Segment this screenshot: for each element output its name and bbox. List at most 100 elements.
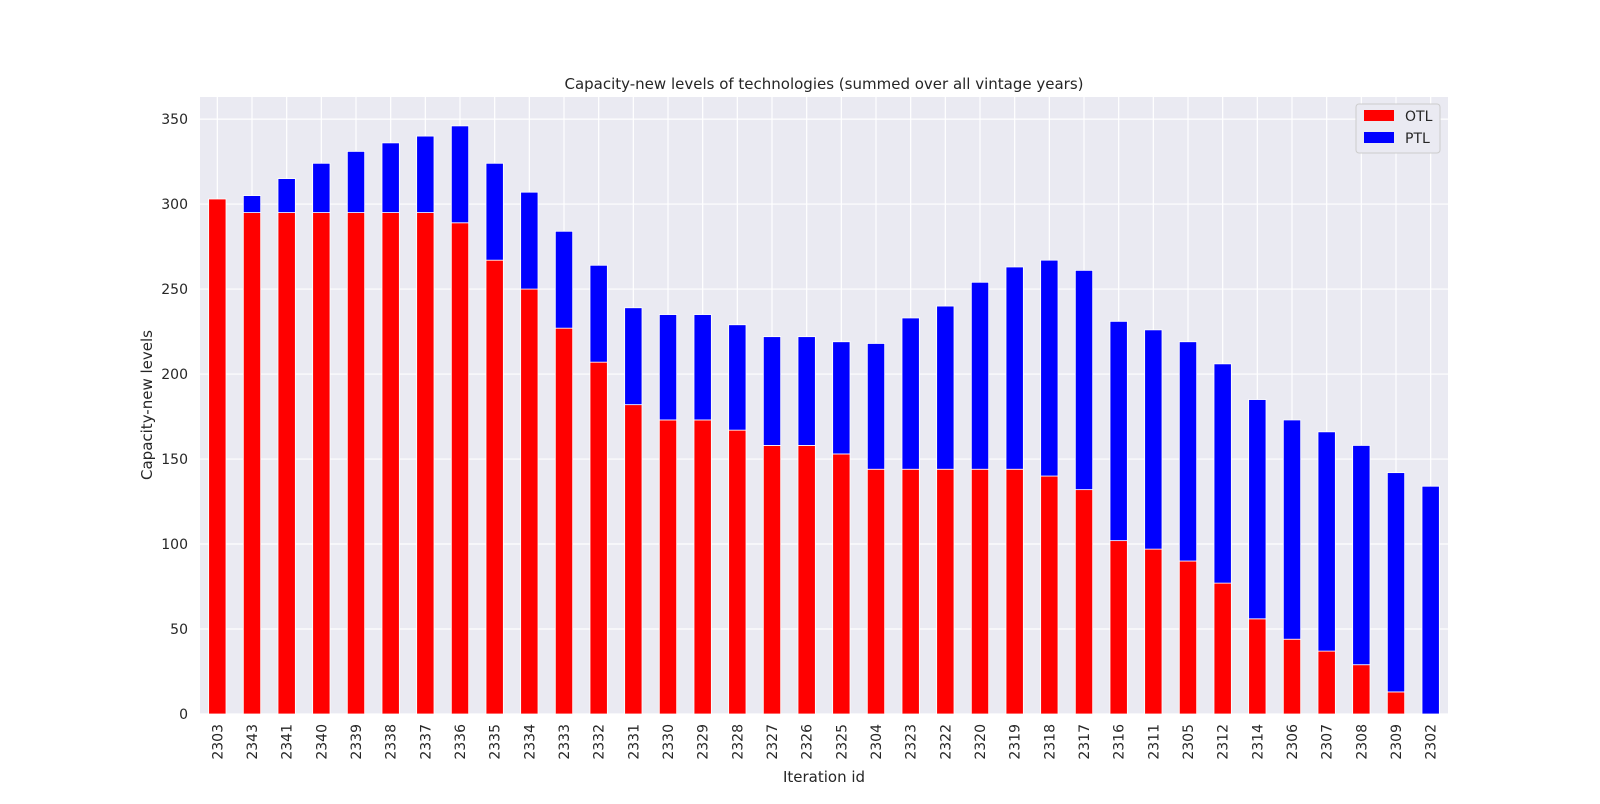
bar-otl <box>624 404 643 715</box>
x-tick-label: 2322 <box>938 724 954 760</box>
bar-otl <box>866 468 886 715</box>
bar-ptl <box>658 314 678 421</box>
bar-ptl <box>1005 266 1024 470</box>
bar-otl <box>554 327 574 715</box>
bar-otl <box>589 361 608 715</box>
x-tick-label: 2306 <box>1285 724 1301 760</box>
x-tick-label: 2328 <box>730 724 746 760</box>
x-tick-label: 2311 <box>1146 724 1162 760</box>
x-tick-label: 2337 <box>418 724 434 760</box>
x-tick-label: 2302 <box>1424 724 1440 760</box>
bar-ptl <box>1109 320 1128 542</box>
y-tick-label: 200 <box>161 367 188 383</box>
x-tick-label: 2307 <box>1320 724 1336 760</box>
x-tick-label: 2308 <box>1354 724 1370 760</box>
bar-otl <box>208 198 227 715</box>
bar-ptl <box>970 281 990 470</box>
bar-otl <box>1213 582 1232 715</box>
y-tick-label: 100 <box>161 537 188 553</box>
bar-ptl <box>1421 485 1440 715</box>
bar-ptl <box>866 343 886 470</box>
x-tick-label: 2332 <box>592 724 608 760</box>
bar-ptl <box>901 317 920 470</box>
bar-otl <box>728 429 747 715</box>
bar-ptl <box>381 142 400 213</box>
bar-otl <box>693 419 712 715</box>
y-tick-label: 50 <box>170 622 188 638</box>
x-tick-label: 2336 <box>453 724 469 760</box>
bar-ptl <box>1248 399 1267 620</box>
legend-label-otl: OTL <box>1405 109 1433 125</box>
bar-ptl <box>346 150 366 213</box>
bar-ptl <box>485 162 504 261</box>
x-tick-label: 2320 <box>973 724 989 760</box>
bar-ptl <box>797 336 816 446</box>
bar-otl <box>797 445 816 715</box>
bar-otl <box>1109 540 1128 715</box>
bar-otl <box>242 212 262 715</box>
bar-otl <box>1178 560 1198 715</box>
bar-ptl <box>554 230 574 329</box>
bar-otl <box>762 445 782 715</box>
bar-otl <box>485 259 504 715</box>
x-tick-label: 2333 <box>557 724 573 760</box>
plot-background <box>200 97 1448 714</box>
bar-otl <box>936 468 955 715</box>
x-tick-label: 2319 <box>1008 724 1024 760</box>
x-tick-label: 2334 <box>522 724 538 760</box>
bar-otl <box>1386 691 1406 715</box>
x-axis-label: Iteration id <box>783 768 865 786</box>
bar-otl <box>1074 489 1094 715</box>
bar-ptl <box>416 135 435 213</box>
y-tick-label: 150 <box>161 452 188 468</box>
bar-otl <box>1144 548 1163 715</box>
bar-ptl <box>1282 419 1302 640</box>
bar-otl <box>381 212 400 715</box>
bar-ptl <box>1317 431 1336 652</box>
x-tick-label: 2341 <box>280 724 296 760</box>
bar-otl <box>1352 664 1371 715</box>
bar-ptl <box>242 195 262 213</box>
bar-otl <box>1317 650 1336 715</box>
bar-otl <box>970 468 990 715</box>
x-tick-label: 2314 <box>1250 724 1266 760</box>
x-tick-label: 2317 <box>1077 724 1093 760</box>
bar-ptl <box>520 191 539 290</box>
bar-otl <box>1282 638 1302 715</box>
bar-ptl <box>589 264 608 363</box>
bar-otl <box>346 212 366 715</box>
legend-swatch-otl <box>1364 110 1394 121</box>
bar-ptl <box>1213 363 1232 584</box>
y-tick-label: 300 <box>161 197 188 213</box>
bar-ptl <box>624 307 643 406</box>
legend-label-ptl: PTL <box>1405 131 1430 147</box>
x-tick-label: 2327 <box>765 724 781 760</box>
x-tick-label: 2318 <box>1042 724 1058 760</box>
x-tick-label: 2312 <box>1216 724 1232 760</box>
legend: OTL PTL <box>1355 103 1441 154</box>
bar-otl <box>1005 468 1024 715</box>
bar-otl <box>1248 618 1267 715</box>
bar-ptl <box>728 324 747 431</box>
x-tick-label: 2309 <box>1389 724 1405 760</box>
y-tick-label: 350 <box>161 112 188 128</box>
bar-otl <box>658 419 678 715</box>
x-tick-label: 2335 <box>488 724 504 760</box>
x-tick-label: 2331 <box>626 724 642 760</box>
bar-ptl <box>1144 329 1163 550</box>
bar-ptl <box>277 178 296 213</box>
x-tick-label: 2304 <box>869 724 885 760</box>
bar-otl <box>520 288 539 715</box>
x-tick-label: 2339 <box>349 724 365 760</box>
bar-otl <box>832 453 851 715</box>
x-tick-label: 2338 <box>384 724 400 760</box>
x-tick-labels: 2303 2343 2341 2340 2339 2338 2337 2336 2335 2334… <box>210 724 1439 760</box>
bar-otl <box>1040 475 1059 715</box>
x-tick-label: 2325 <box>834 724 850 760</box>
bar-otl <box>277 212 296 715</box>
bar-otl <box>416 212 435 715</box>
x-tick-label: 2305 <box>1181 724 1197 760</box>
x-tick-label: 2323 <box>904 724 920 760</box>
